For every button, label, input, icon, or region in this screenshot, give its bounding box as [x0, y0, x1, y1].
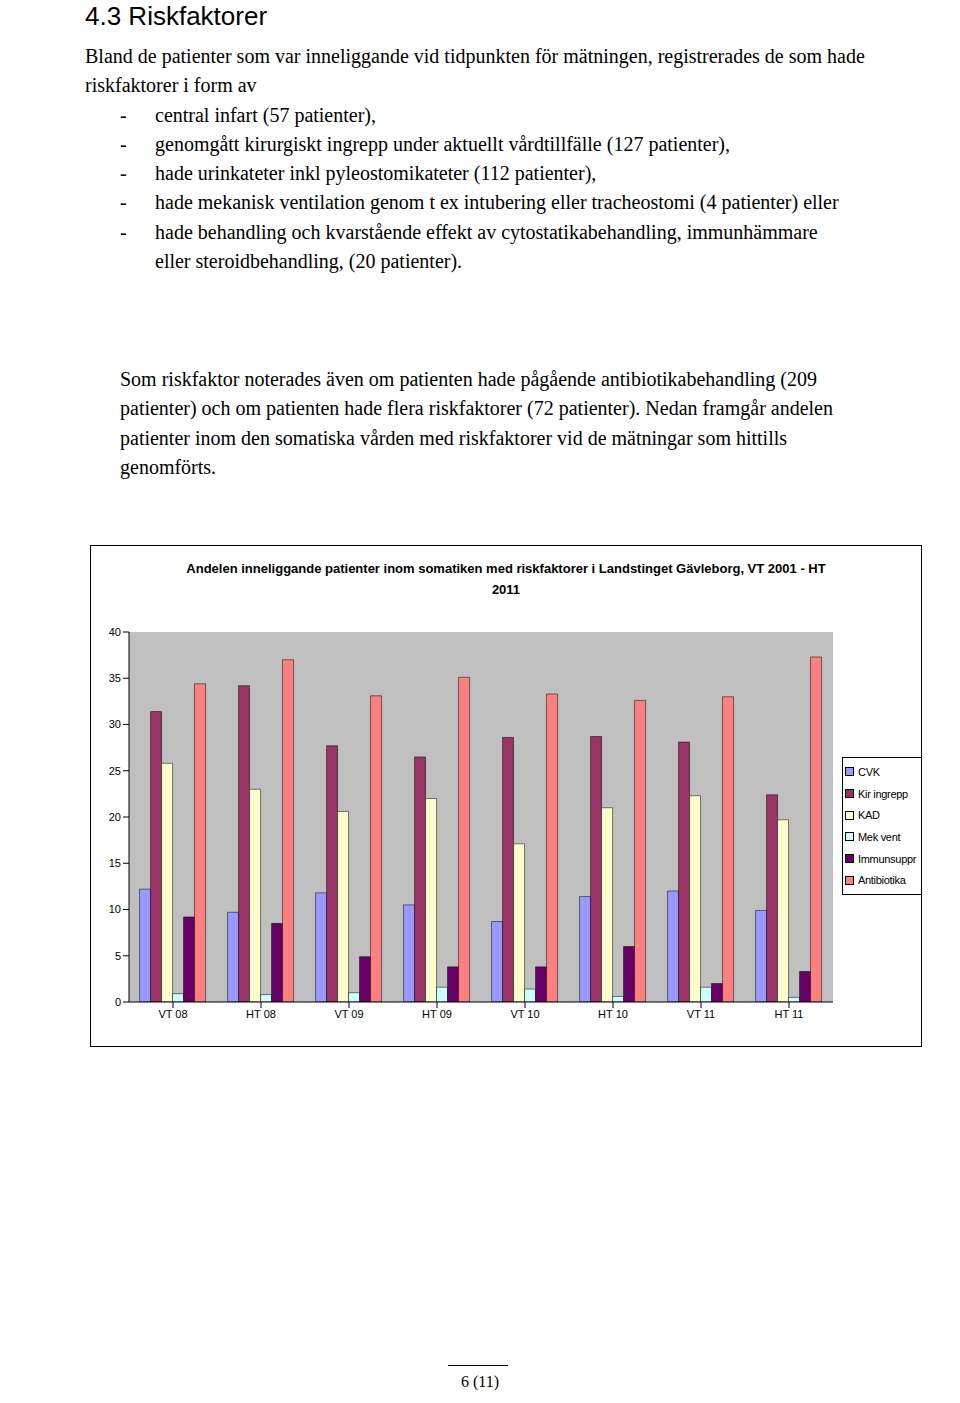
svg-text:VT 08: VT 08: [158, 1008, 187, 1020]
svg-text:10: 10: [109, 903, 121, 915]
svg-text:35: 35: [109, 672, 121, 684]
html-text:CVK: CVK: [858, 765, 880, 778]
html-text:Som riskfaktor noterades även: Som riskfaktor noterades även om patient…: [120, 368, 833, 478]
svg-text:25: 25: [109, 765, 121, 777]
svg-text:HT 09: HT 09: [422, 1008, 452, 1020]
svg-text:15: 15: [109, 857, 121, 869]
svg-text:5: 5: [115, 950, 121, 962]
html-text:hade urinkateter inkl pyleosto: hade urinkateter inkl pyleostomikateter …: [155, 162, 597, 185]
svg-text:20: 20: [109, 811, 121, 823]
svg-text:HT 10: HT 10: [598, 1008, 628, 1020]
svg-text:HT 08: HT 08: [246, 1008, 276, 1020]
svg-text:40: 40: [109, 626, 121, 638]
html-text:central infart (57 patienter),: central infart (57 patienter),: [155, 103, 376, 126]
html-text:hade behandling och kvarståend: hade behandling och kvarstående effekt a…: [155, 220, 818, 273]
html-text:KAD: KAD: [858, 809, 880, 822]
html-text:Andelen inneliggande patienter: Andelen inneliggande patienter inom soma…: [186, 561, 826, 597]
svg-text:HT 11: HT 11: [775, 1008, 804, 1020]
html-text:4.3 Riskfaktorer: 4.3 Riskfaktorer: [85, 1, 268, 31]
html-text:Immunsuppr: Immunsuppr: [858, 852, 917, 865]
html-text:Bland de patienter som var inn: Bland de patienter som var inneliggande …: [85, 45, 865, 97]
svg-text:0: 0: [115, 996, 121, 1008]
svg-text:VT 10: VT 10: [510, 1008, 539, 1020]
html-text:6 (11): 6 (11): [461, 1373, 499, 1390]
svg-text:30: 30: [109, 718, 121, 730]
html-text:genomgått kirurgiskt ingrepp u: genomgått kirurgiskt ingrepp under aktue…: [155, 132, 730, 155]
svg-text:VT 09: VT 09: [334, 1008, 363, 1020]
svg-text:VT 11: VT 11: [687, 1008, 715, 1020]
html-text:hade mekanisk ventilation geno: hade mekanisk ventilation genom t ex int…: [155, 191, 839, 214]
html-text:Mek vent: Mek vent: [858, 830, 901, 843]
html-text:Antibiotika: Antibiotika: [858, 874, 906, 887]
html-text:Kir ingrepp: Kir ingrepp: [858, 787, 908, 800]
